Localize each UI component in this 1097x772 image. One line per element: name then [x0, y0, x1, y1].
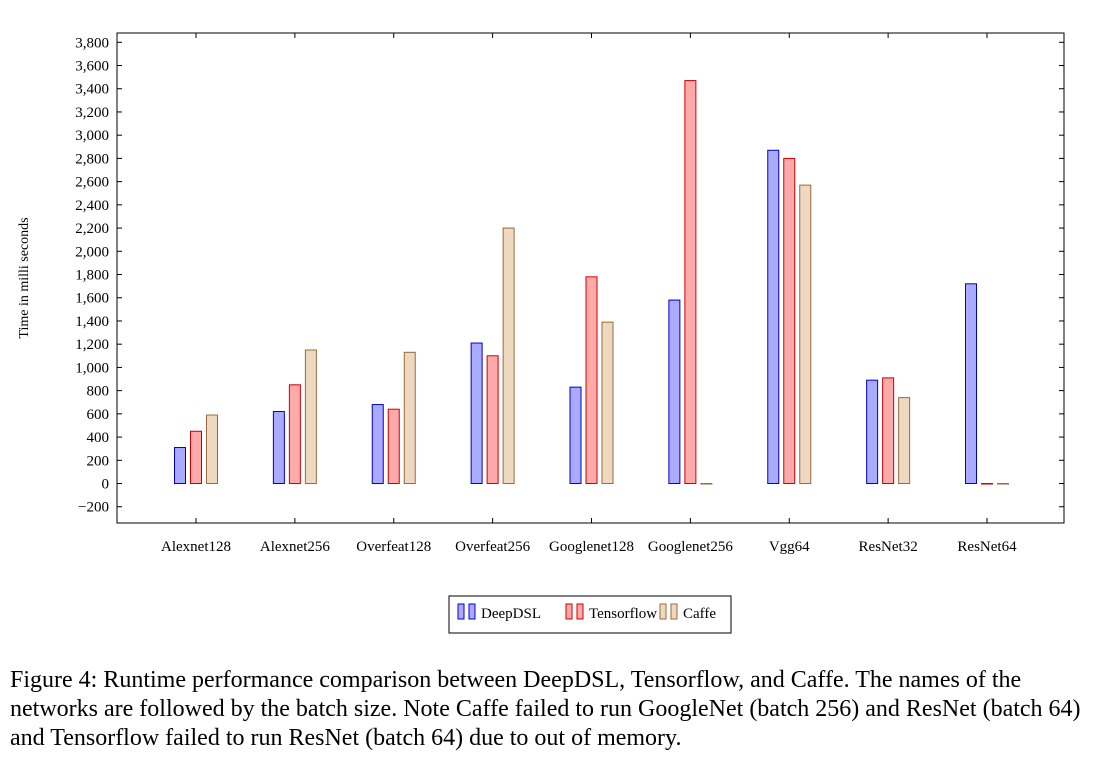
y-axis-label: Time in milli seconds — [17, 217, 32, 338]
y-tick-label: 2,200 — [75, 221, 109, 237]
y-tick-label: 2,600 — [75, 175, 109, 191]
bar-deepdsl — [371, 404, 384, 485]
x-tick-label: Googlenet256 — [648, 539, 733, 555]
bar-tensorflow — [585, 276, 598, 485]
y-tick-label: 3,800 — [75, 35, 109, 51]
bar-tensorflow — [882, 377, 895, 485]
y-tick-label: 2,400 — [75, 198, 109, 214]
y-tick-label: 1,400 — [75, 314, 109, 330]
bar-caffe — [304, 349, 317, 485]
bar-deepdsl — [470, 342, 483, 485]
bar-chart: −200 0 200 400 600 800 1,000 1,200 1,400 1,600 1,8… — [17, 32, 1065, 634]
bar-tensorflow — [190, 430, 202, 485]
y-tick-label: 800 — [87, 384, 110, 400]
bars-layer — [174, 80, 1009, 485]
x-tick-label: Vgg64 — [769, 539, 810, 555]
legend-swatch-tensorflow — [565, 603, 573, 620]
y-tick-label: 600 — [87, 407, 110, 423]
y-tick-label: 3,600 — [75, 59, 109, 75]
bar-tensorflow — [981, 483, 993, 485]
x-tick-label: Overfeat128 — [356, 539, 431, 555]
bar-deepdsl — [965, 283, 977, 485]
bar-deepdsl — [174, 447, 186, 485]
y-tick-label: 200 — [87, 453, 110, 469]
y-tick-label: 0 — [102, 477, 110, 493]
bar-deepdsl — [272, 411, 285, 485]
bar-caffe — [403, 351, 416, 485]
legend-label-tensorflow: Tensorflow — [589, 606, 657, 622]
legend-swatch-deepdsl — [457, 603, 465, 620]
y-axis-ticks: −200 0 200 400 600 800 1,000 1,200 1,400 1,600 1,8… — [75, 35, 1064, 516]
figure-caption: Figure 4: Runtime performance comparison… — [10, 667, 1081, 751]
x-tick-label: ResNet32 — [859, 539, 918, 555]
plot-frame — [116, 32, 1065, 524]
bar-tensorflow — [684, 80, 697, 485]
legend-swatch-deepdsl — [468, 603, 476, 620]
y-tick-label: −200 — [78, 500, 109, 516]
bar-caffe — [601, 321, 614, 485]
y-tick-label: 2,000 — [75, 244, 109, 260]
legend: DeepDSL Tensorflow Caffe — [448, 595, 732, 634]
bar-deepdsl — [767, 149, 780, 485]
x-tick-label: ResNet64 — [957, 539, 1017, 555]
y-tick-label: 2,800 — [75, 151, 109, 167]
legend-swatch-caffe — [659, 603, 667, 620]
bar-deepdsl — [866, 379, 879, 485]
bar-tensorflow — [288, 384, 301, 485]
y-tick-label: 1,800 — [75, 268, 109, 284]
legend-frame — [448, 595, 732, 634]
bar-tensorflow — [783, 157, 796, 485]
y-tick-label: 400 — [87, 430, 110, 446]
bar-caffe — [898, 397, 911, 485]
bar-caffe — [502, 227, 515, 485]
bar-deepdsl — [569, 386, 582, 485]
bar-caffe — [700, 483, 713, 485]
legend-label-deepdsl: DeepDSL — [481, 606, 541, 622]
bar-tensorflow — [387, 408, 400, 485]
x-tick-label: Overfeat256 — [455, 539, 530, 555]
bar-caffe — [206, 414, 218, 485]
y-tick-label: 1,600 — [75, 291, 109, 307]
legend-swatch-tensorflow — [576, 603, 584, 620]
x-tick-label: Googlenet128 — [549, 539, 634, 555]
bar-deepdsl — [668, 299, 681, 485]
x-axis-ticks: Alexnet128 Alexnet256 Overfeat128 Overfeat2… — [161, 33, 1017, 555]
legend-swatch-caffe — [670, 603, 678, 620]
legend-label-caffe: Caffe — [683, 606, 716, 622]
bar-caffe — [997, 483, 1009, 485]
y-tick-label: 3,400 — [75, 82, 109, 98]
bar-caffe — [799, 184, 812, 485]
bar-tensorflow — [486, 355, 499, 485]
legend-items: DeepDSL Tensorflow Caffe — [457, 603, 716, 622]
y-tick-label: 3,200 — [75, 105, 109, 121]
y-tick-label: 3,000 — [75, 128, 109, 144]
x-tick-label: Alexnet256 — [260, 539, 330, 555]
y-tick-label: 1,000 — [75, 360, 109, 376]
y-tick-label: 1,200 — [75, 337, 109, 353]
x-tick-label: Alexnet128 — [161, 539, 231, 555]
